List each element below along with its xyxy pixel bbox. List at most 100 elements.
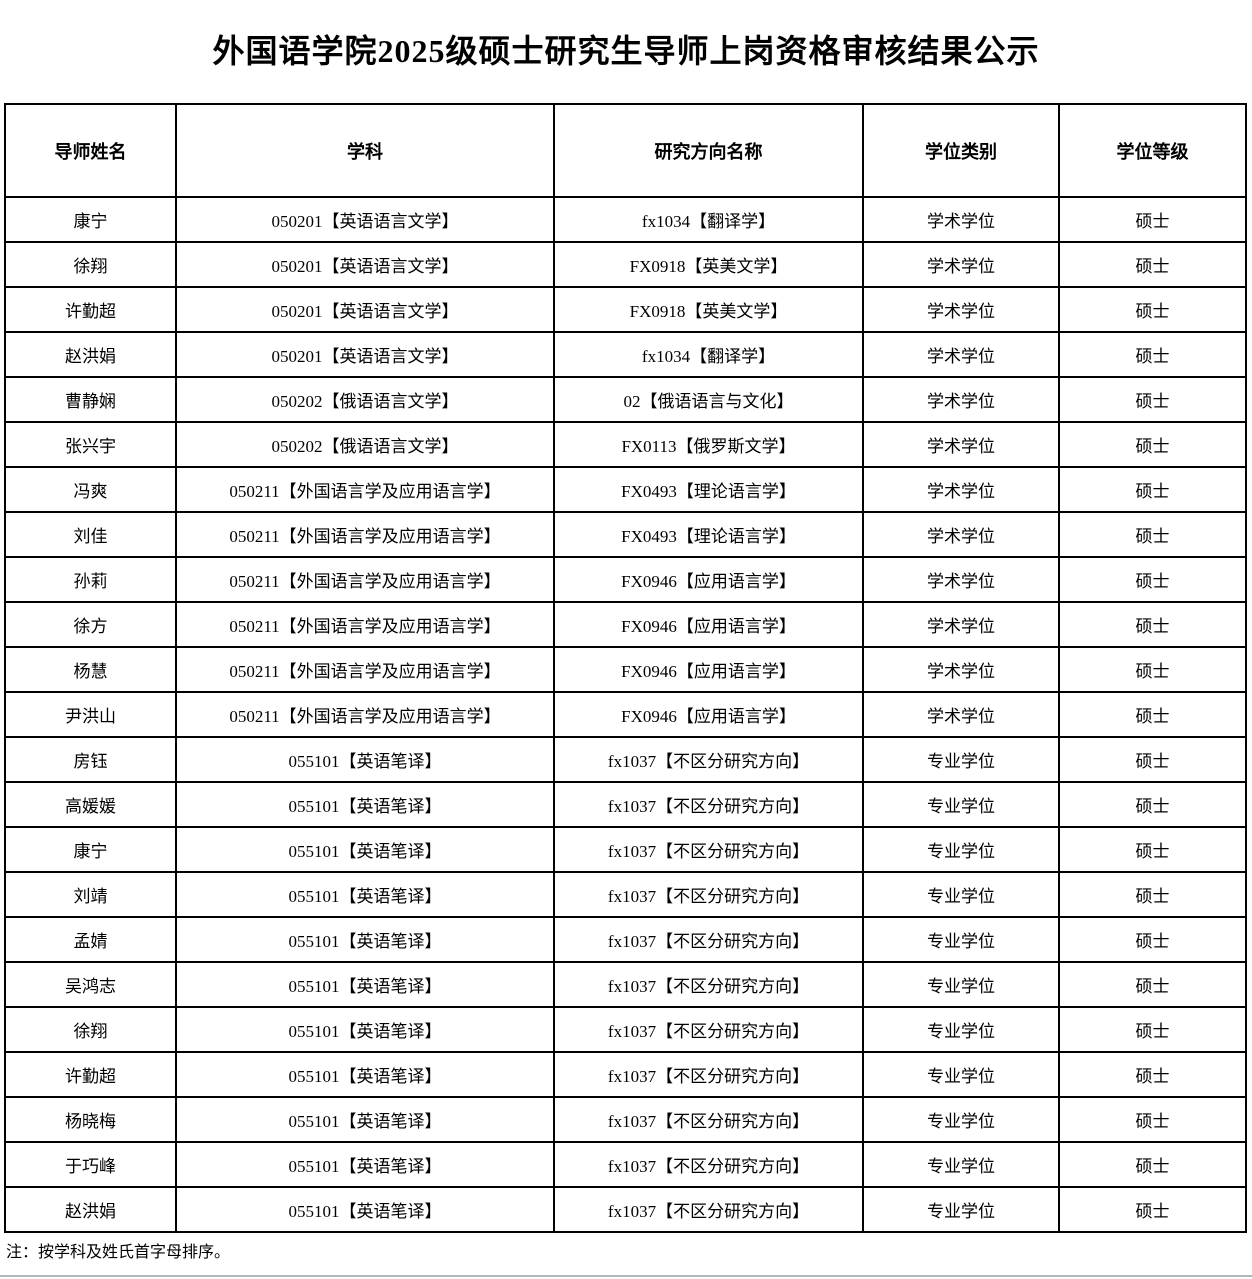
cell-supervisor-name: 康宁 — [4, 196, 177, 243]
cell-discipline: 050211【外国语言学及应用语言学】 — [175, 556, 555, 603]
cell-degree-level: 硕士 — [1058, 511, 1247, 558]
table-row: 尹洪山 050211【外国语言学及应用语言学】 FX0946【应用语言学】 学术学位硕… — [4, 691, 1247, 738]
table-row: 刘靖 055101【英语笔译】 fx1037【不区分研究方向】 专业学位 硕士 — [4, 871, 1247, 918]
cell-discipline: 055101【英语笔译】 — [175, 871, 555, 918]
cell-degree-level: 硕士 — [1058, 466, 1247, 513]
cell-degree-level: 硕士 — [1058, 376, 1247, 423]
cell-degree-category: 专业学位 — [862, 871, 1060, 918]
cell-degree-level: 硕士 — [1058, 736, 1247, 783]
cell-discipline: 055101【英语笔译】 — [175, 1051, 555, 1098]
table-row: 许勤超 055101【英语笔译】 fx1037【不区分研究方向】 专业学位 硕士 — [4, 1051, 1247, 1098]
cell-research-direction: fx1037【不区分研究方向】 — [553, 916, 864, 963]
table-row: 康宁 050201【英语语言文学】 fx1034【翻译学】 学术学位 硕士 — [4, 196, 1247, 243]
cell-discipline: 055101【英语笔译】 — [175, 736, 555, 783]
table-row: 孙莉 050211【外国语言学及应用语言学】 FX0946【应用语言学】 学术学位 硕士 — [4, 556, 1247, 603]
cell-supervisor-name: 孙莉 — [4, 556, 177, 603]
cell-research-direction: fx1037【不区分研究方向】 — [553, 781, 864, 828]
cell-research-direction: FX0946【应用语言学】 — [553, 556, 864, 603]
cell-research-direction: fx1037【不区分研究方向】 — [553, 1096, 864, 1143]
cell-discipline: 050211【外国语言学及应用语言学】 — [175, 691, 555, 738]
table-header: 导师姓名 学科 研究方向名称 学位类别 学位等级 — [4, 103, 1247, 198]
cell-degree-level: 硕士 — [1058, 556, 1247, 603]
cell-degree-level: 硕士 — [1058, 646, 1247, 693]
cell-supervisor-name: 徐翔 — [4, 241, 177, 288]
table-row: 刘佳 050211【外国语言学及应用语言学】 FX0493【理论语言学】 学术学位 硕士 — [4, 511, 1247, 558]
cell-degree-level: 硕士 — [1058, 601, 1247, 648]
cell-degree-category: 学术学位 — [862, 241, 1060, 288]
table-row: 徐翔 050201【英语语言文学】 FX0918【英美文学】 学术学位 硕士 — [4, 241, 1247, 288]
cell-degree-category: 学术学位 — [862, 601, 1060, 648]
cell-degree-category: 专业学位 — [862, 961, 1060, 1008]
cell-degree-category: 专业学位 — [862, 781, 1060, 828]
cell-discipline: 050202【俄语语言文学】 — [175, 376, 555, 423]
table-row: 许勤超 050201【英语语言文学】 FX0918【英美文学】 学术学位 硕士 — [4, 286, 1247, 333]
cell-degree-level: 硕士 — [1058, 1006, 1247, 1053]
cell-supervisor-name: 赵洪娟 — [4, 331, 177, 378]
cell-supervisor-name: 许勤超 — [4, 286, 177, 333]
cell-degree-level: 硕士 — [1058, 871, 1247, 918]
table-row: 徐翔 055101【英语笔译】 fx1037【不区分研究方向】 专业学位 硕士 — [4, 1006, 1247, 1053]
cell-discipline: 055101【英语笔译】 — [175, 826, 555, 873]
cell-research-direction: fx1037【不区分研究方向】 — [553, 871, 864, 918]
cell-supervisor-name: 康宁 — [4, 826, 177, 873]
cell-supervisor-name: 曹静娴 — [4, 376, 177, 423]
cell-degree-level: 硕士 — [1058, 916, 1247, 963]
cell-degree-category: 学术学位 — [862, 556, 1060, 603]
table-row: 赵洪娟 055101【英语笔译】 fx1037【不区分研究方向】 专业学位 硕士 — [4, 1186, 1247, 1233]
cell-discipline: 050211【外国语言学及应用语言学】 — [175, 466, 555, 513]
cell-research-direction: FX0946【应用语言学】 — [553, 601, 864, 648]
cell-supervisor-name: 冯爽 — [4, 466, 177, 513]
cell-research-direction: FX0918【英美文学】 — [553, 286, 864, 333]
cell-degree-level: 硕士 — [1058, 1096, 1247, 1143]
cell-discipline: 050202【俄语语言文学】 — [175, 421, 555, 468]
cell-discipline: 050201【英语语言文学】 — [175, 241, 555, 288]
cell-supervisor-name: 吴鸿志 — [4, 961, 177, 1008]
cell-research-direction: fx1037【不区分研究方向】 — [553, 826, 864, 873]
cell-discipline: 055101【英语笔译】 — [175, 961, 555, 1008]
cell-degree-category: 专业学位 — [862, 826, 1060, 873]
table-row: 杨晓梅 055101【英语笔译】 fx1037【不区分研究方向】 专业学位 硕士 — [4, 1096, 1247, 1143]
cell-degree-category: 学术学位 — [862, 466, 1060, 513]
table-row: 冯爽 050211【外国语言学及应用语言学】 FX0493【理论语言学】 学术学位 硕士 — [4, 466, 1247, 513]
table-row: 赵洪娟 050201【英语语言文学】 fx1034【翻译学】 学术学位 硕士 — [4, 331, 1247, 378]
cell-degree-category: 学术学位 — [862, 196, 1060, 243]
cell-degree-category: 专业学位 — [862, 1141, 1060, 1188]
table-row: 吴鸿志 055101【英语笔译】 fx1037【不区分研究方向】 专业学位 硕士 — [4, 961, 1247, 1008]
cell-degree-level: 硕士 — [1058, 691, 1247, 738]
cell-discipline: 050201【英语语言文学】 — [175, 196, 555, 243]
cell-discipline: 055101【英语笔译】 — [175, 1096, 555, 1143]
supervisor-qualification-table: 导师姓名 学科 研究方向名称 学位类别 学位等级 康宁 050201【英语语言文学… — [4, 103, 1247, 1233]
cell-research-direction: 02【俄语语言与文化】 — [553, 376, 864, 423]
cell-degree-level: 硕士 — [1058, 1186, 1247, 1233]
cell-supervisor-name: 孟婧 — [4, 916, 177, 963]
cell-discipline: 055101【英语笔译】 — [175, 1141, 555, 1188]
cell-supervisor-name: 于巧峰 — [4, 1141, 177, 1188]
cell-discipline: 050201【英语语言文学】 — [175, 331, 555, 378]
table-body: 康宁 050201【英语语言文学】 fx1034【翻译学】 学术学位 硕士 徐翔 05020… — [4, 196, 1247, 1233]
cell-discipline: 055101【英语笔译】 — [175, 916, 555, 963]
cell-supervisor-name: 许勤超 — [4, 1051, 177, 1098]
cell-degree-level: 硕士 — [1058, 961, 1247, 1008]
cell-degree-level: 硕士 — [1058, 1051, 1247, 1098]
cell-supervisor-name: 杨晓梅 — [4, 1096, 177, 1143]
cell-discipline: 055101【英语笔译】 — [175, 1186, 555, 1233]
header-row: 导师姓名 学科 研究方向名称 学位类别 学位等级 — [4, 103, 1247, 198]
cell-research-direction: fx1037【不区分研究方向】 — [553, 1006, 864, 1053]
table-row: 孟婧 055101【英语笔译】 fx1037【不区分研究方向】 专业学位 硕士 — [4, 916, 1247, 963]
cell-supervisor-name: 房钰 — [4, 736, 177, 783]
table-row: 房钰 055101【英语笔译】 fx1037【不区分研究方向】 专业学位 硕士 — [4, 736, 1247, 783]
cell-degree-category: 学术学位 — [862, 286, 1060, 333]
table-row: 徐方 050211【外国语言学及应用语言学】 FX0946【应用语言学】 学术学位 硕士 — [4, 601, 1247, 648]
cell-supervisor-name: 张兴宇 — [4, 421, 177, 468]
cell-research-direction: fx1037【不区分研究方向】 — [553, 1186, 864, 1233]
cell-supervisor-name: 刘佳 — [4, 511, 177, 558]
cell-degree-level: 硕士 — [1058, 781, 1247, 828]
table-row: 康宁 055101【英语笔译】 fx1037【不区分研究方向】 专业学位 硕士 — [4, 826, 1247, 873]
cell-supervisor-name: 赵洪娟 — [4, 1186, 177, 1233]
cell-research-direction: FX0113【俄罗斯文学】 — [553, 421, 864, 468]
cell-degree-category: 专业学位 — [862, 1186, 1060, 1233]
col-header-degree-level: 学位等级 — [1058, 103, 1247, 198]
footnote: 注：按学科及姓氏首字母排序。 — [6, 1244, 231, 1261]
cell-research-direction: FX0918【英美文学】 — [553, 241, 864, 288]
col-header-supervisor-name: 导师姓名 — [4, 103, 177, 198]
